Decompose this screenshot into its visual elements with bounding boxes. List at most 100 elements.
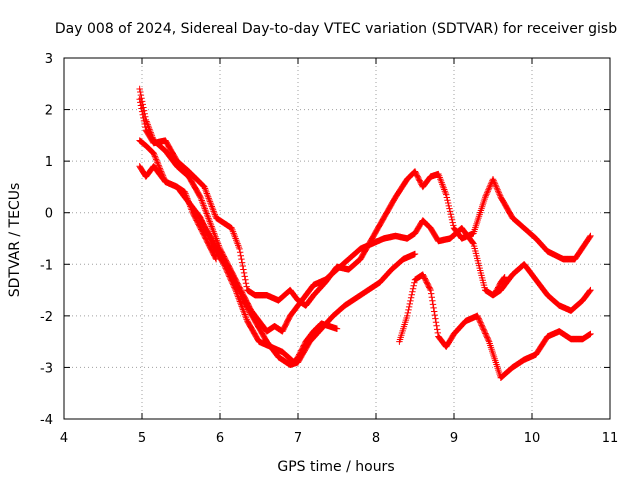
data-point xyxy=(485,337,492,344)
data-point xyxy=(188,206,195,213)
data-point xyxy=(136,96,143,103)
data-point xyxy=(449,219,456,226)
data-point xyxy=(477,319,484,326)
data-point xyxy=(238,303,245,310)
data-point xyxy=(482,331,490,339)
data-point xyxy=(160,175,168,182)
y-tick-label: -2 xyxy=(40,310,53,325)
data-point xyxy=(138,105,145,112)
data-point xyxy=(137,88,144,96)
data-point xyxy=(210,208,217,215)
data-point xyxy=(187,203,194,210)
series-track-7 xyxy=(489,273,508,299)
data-point xyxy=(205,195,212,202)
data-point xyxy=(482,330,489,337)
data-point xyxy=(434,329,441,337)
data-point xyxy=(484,334,491,341)
data-point xyxy=(448,213,455,221)
data-point xyxy=(145,123,152,130)
data-point xyxy=(239,262,246,270)
data-point xyxy=(206,198,214,205)
data-point xyxy=(159,172,167,179)
data-point xyxy=(239,304,246,312)
data-point xyxy=(405,306,412,314)
data-point xyxy=(428,294,435,301)
data-point xyxy=(184,195,191,202)
data-point xyxy=(242,314,250,321)
data-point xyxy=(142,123,149,131)
data-point xyxy=(431,308,438,315)
data-point xyxy=(237,252,244,259)
data-point xyxy=(182,190,189,197)
x-tick-label: 7 xyxy=(294,431,302,446)
data-point xyxy=(409,285,417,292)
data-point xyxy=(241,311,249,318)
data-point xyxy=(481,328,488,336)
data-point xyxy=(444,199,452,207)
data-point xyxy=(198,197,205,204)
series-track-1 xyxy=(136,85,594,335)
data-point xyxy=(480,326,487,333)
data-point xyxy=(485,186,492,193)
data-point xyxy=(489,175,497,183)
data-point xyxy=(197,194,204,201)
data-point xyxy=(199,198,206,206)
data-point xyxy=(587,330,594,338)
data-point xyxy=(160,174,167,181)
data-point xyxy=(239,306,247,313)
data-point xyxy=(450,222,457,229)
data-point xyxy=(447,211,454,218)
data-point xyxy=(204,211,211,219)
data-point xyxy=(430,304,437,312)
data-point xyxy=(211,211,219,218)
data-point xyxy=(434,326,441,333)
data-point xyxy=(482,194,489,201)
data-point xyxy=(243,316,250,323)
series-track-6 xyxy=(396,271,594,381)
data-point xyxy=(231,278,238,285)
data-point xyxy=(136,85,143,93)
data-point xyxy=(159,171,166,178)
y-tick-label: -4 xyxy=(40,413,53,428)
data-point xyxy=(207,221,215,229)
data-point xyxy=(209,206,217,213)
data-point xyxy=(181,188,189,196)
data-point xyxy=(200,203,208,211)
data-point xyxy=(404,309,412,317)
data-point xyxy=(243,283,250,290)
data-point xyxy=(203,190,211,197)
data-point xyxy=(443,191,450,198)
data-point xyxy=(152,154,159,162)
data-point xyxy=(490,177,497,184)
data-point xyxy=(469,239,477,247)
data-point xyxy=(205,215,212,222)
data-point xyxy=(208,203,215,210)
data-point xyxy=(478,322,485,329)
data-point xyxy=(185,199,193,207)
data-point xyxy=(495,189,503,196)
data-point xyxy=(155,162,162,169)
data-point xyxy=(199,200,207,207)
data-point xyxy=(432,315,439,322)
data-point xyxy=(405,303,413,311)
data-point xyxy=(242,279,250,287)
data-point xyxy=(200,202,207,209)
data-point xyxy=(211,209,218,217)
x-tick-label: 11 xyxy=(602,431,619,446)
data-point xyxy=(426,285,434,292)
data-point xyxy=(477,320,485,328)
data-point xyxy=(203,210,210,217)
data-point xyxy=(333,325,341,332)
data-point xyxy=(493,183,500,190)
data-point xyxy=(235,287,243,295)
data-point xyxy=(587,286,594,294)
data-point xyxy=(479,324,487,332)
data-point xyxy=(234,283,241,291)
data-points xyxy=(136,85,594,381)
data-point xyxy=(410,282,417,289)
data-point xyxy=(232,280,240,288)
data-point xyxy=(587,232,594,240)
data-point xyxy=(235,286,242,293)
data-point xyxy=(494,186,501,193)
data-point xyxy=(212,255,220,263)
